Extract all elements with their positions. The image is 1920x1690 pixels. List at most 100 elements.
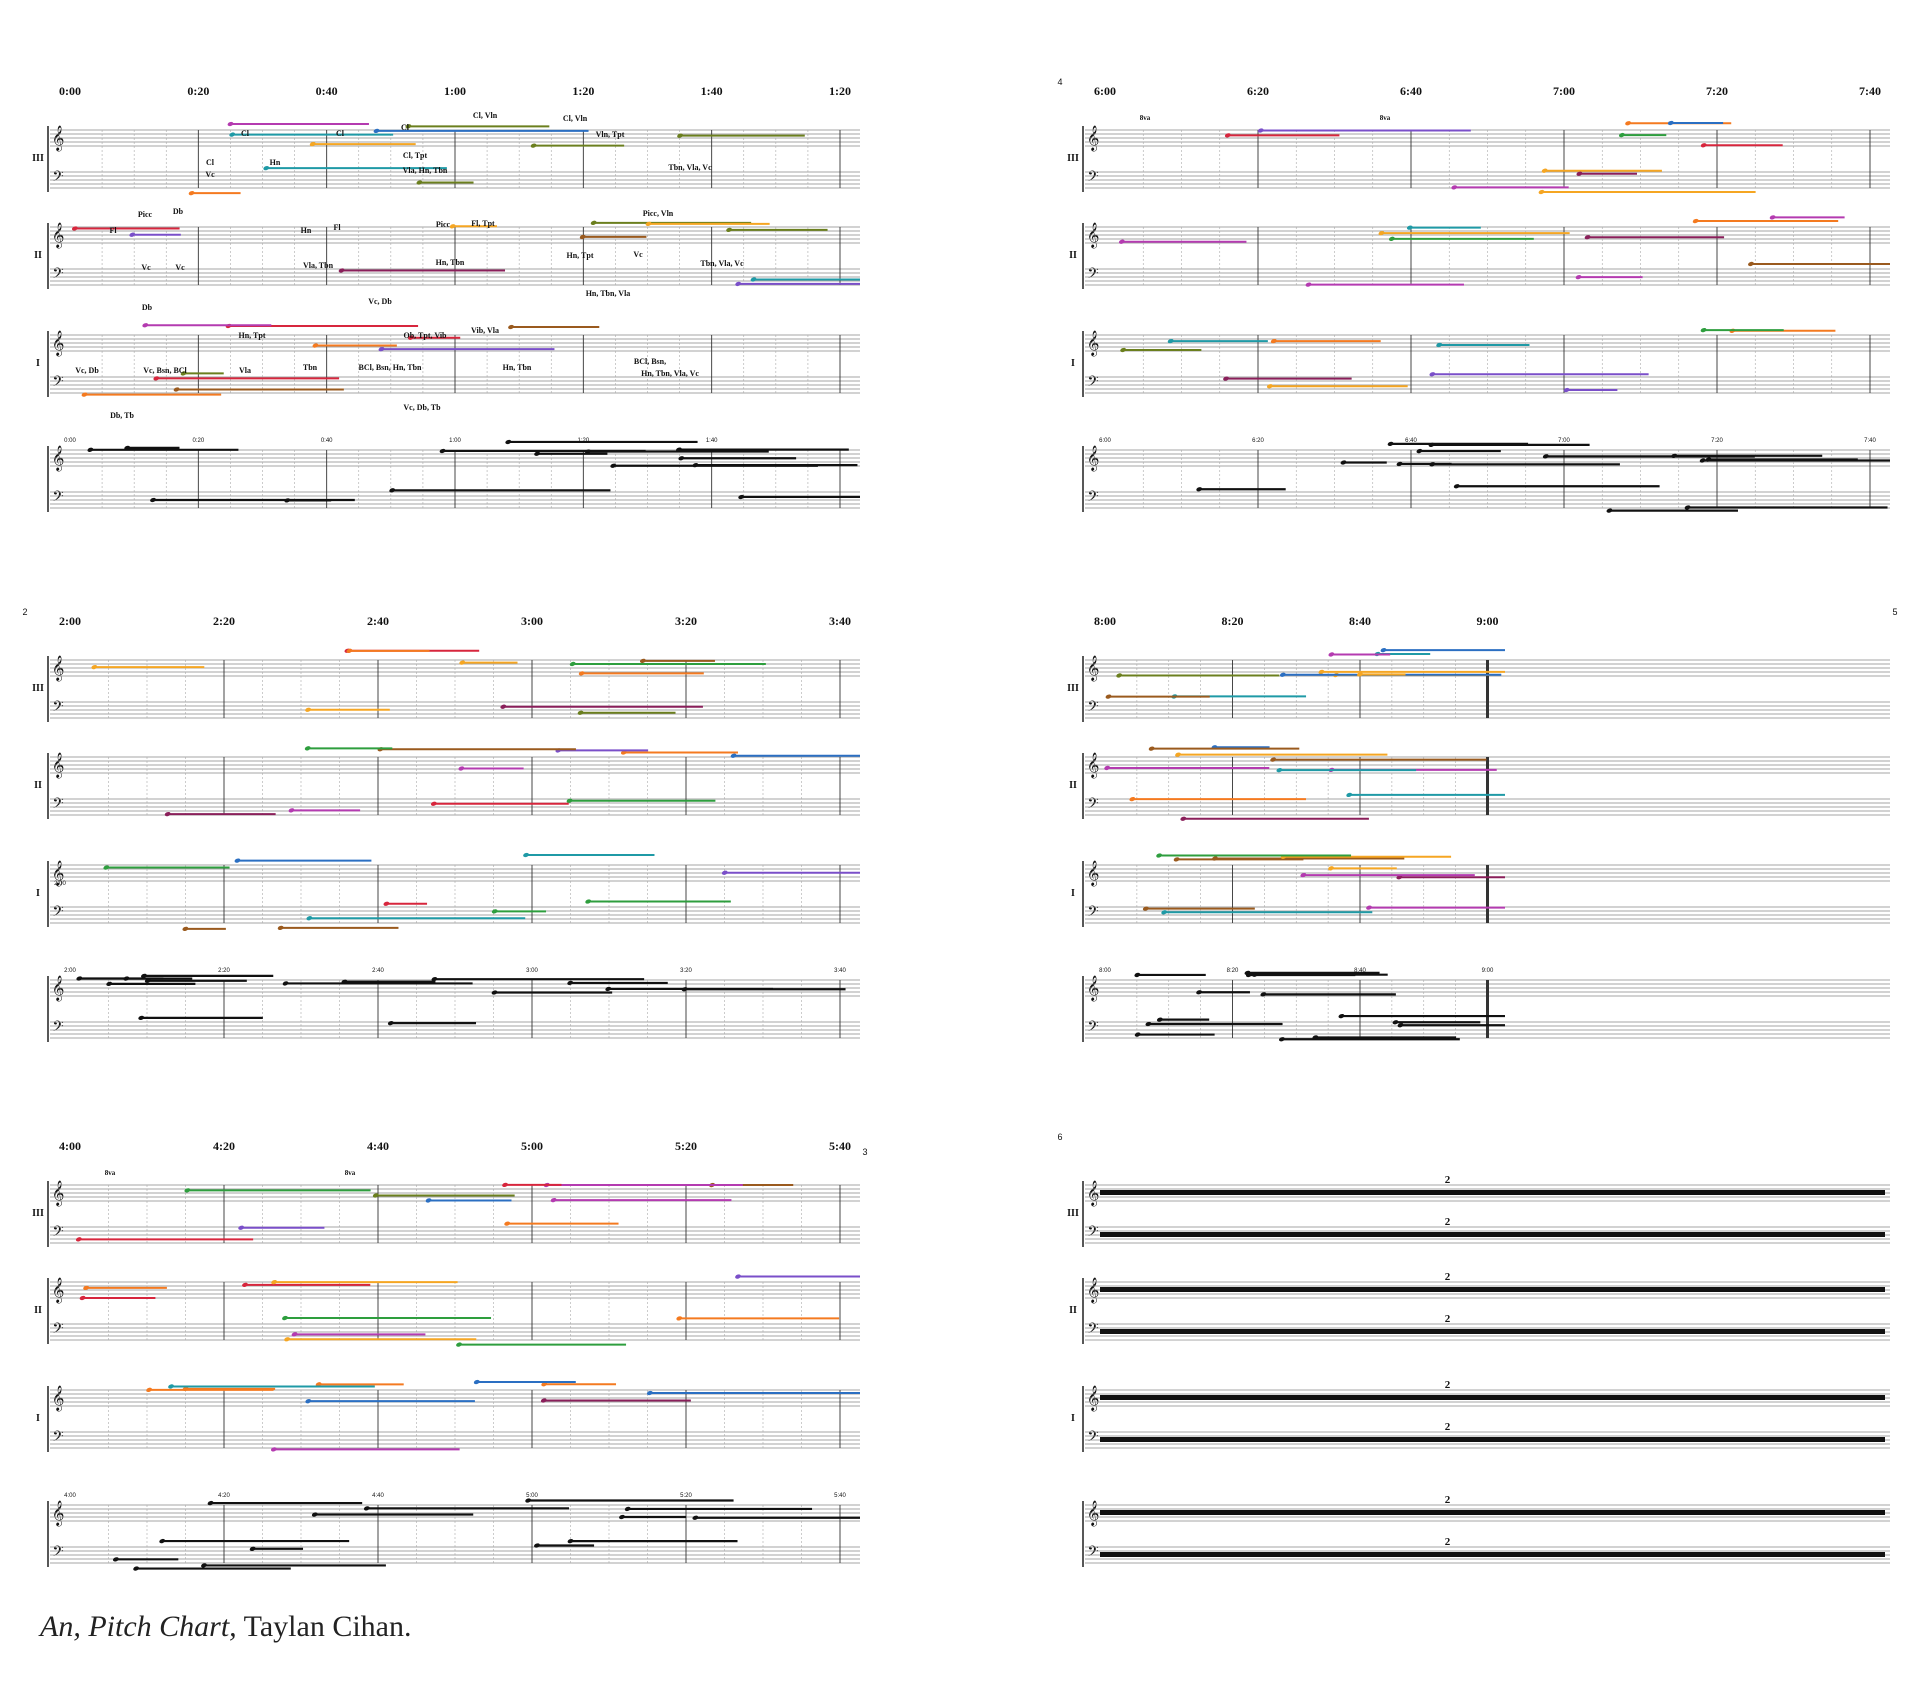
notehead-icon bbox=[458, 766, 465, 771]
notehead-icon bbox=[1266, 384, 1273, 389]
notehead-icon bbox=[159, 1538, 166, 1544]
time-label: 4:00 bbox=[59, 1139, 81, 1153]
ottava-label: 8va bbox=[1380, 114, 1391, 122]
notehead-icon bbox=[1328, 866, 1334, 871]
notehead-icon bbox=[675, 447, 682, 452]
rest-count-label: 2 bbox=[1445, 1271, 1451, 1283]
notehead-icon bbox=[1167, 338, 1174, 344]
time-label: 5:00 bbox=[521, 1139, 543, 1153]
page-number: 5 bbox=[1892, 607, 1897, 617]
bass-clef-icon: 𝄢 bbox=[52, 1428, 64, 1448]
reduction-time-label: 9:00 bbox=[1482, 968, 1494, 974]
notehead-icon bbox=[76, 976, 83, 981]
notehead-icon bbox=[590, 220, 597, 225]
bass-clef-icon: 𝄢 bbox=[1087, 1428, 1099, 1448]
reduction-time-label: 2:00 bbox=[64, 968, 76, 974]
notehead-icon bbox=[144, 978, 151, 983]
reduction-time-label: 0:00 bbox=[64, 438, 76, 444]
instrument-label: Vla, Hn, Tbn bbox=[403, 166, 448, 175]
notehead-icon bbox=[1145, 1021, 1152, 1027]
notehead-icon bbox=[1392, 1020, 1399, 1025]
instrument-label: BCl, Bsn, bbox=[634, 357, 666, 366]
notehead-icon bbox=[87, 447, 94, 452]
system-label: II bbox=[34, 250, 42, 261]
rest-count-label: 2 bbox=[1445, 1313, 1451, 1325]
notehead-icon bbox=[387, 1021, 394, 1026]
notehead-icon bbox=[491, 990, 498, 995]
multi-rest-bar bbox=[1100, 1287, 1885, 1292]
time-label: 3:20 bbox=[675, 614, 697, 628]
instrument-label: Hn bbox=[301, 226, 312, 235]
notehead-icon bbox=[676, 1316, 683, 1321]
notehead-icon bbox=[1563, 387, 1570, 393]
time-label: 2:40 bbox=[367, 614, 389, 628]
notehead-icon bbox=[1312, 1035, 1319, 1040]
notehead-icon bbox=[579, 234, 586, 240]
notehead-icon bbox=[291, 1332, 298, 1337]
notehead-icon bbox=[173, 387, 180, 392]
instrument-label: Vln, Tpt bbox=[596, 130, 625, 139]
notehead-icon bbox=[502, 1182, 508, 1188]
reduction-time-label: 6:20 bbox=[1252, 438, 1264, 444]
ottava-label: 8va bbox=[105, 1169, 116, 1177]
notehead-icon bbox=[164, 811, 171, 817]
reduction-time-label: 7:40 bbox=[1864, 438, 1876, 444]
bass-clef-icon: 𝄢 bbox=[52, 1223, 64, 1243]
notehead-icon bbox=[1378, 231, 1385, 236]
instrument-label: Db bbox=[173, 207, 184, 216]
multi-rest-bar bbox=[1100, 1552, 1885, 1557]
reduction-time-label: 2:40 bbox=[372, 968, 384, 974]
notehead-icon bbox=[508, 324, 514, 330]
notehead-icon bbox=[578, 671, 585, 676]
notehead-icon bbox=[726, 227, 732, 233]
instrument-label: Vc, Db bbox=[75, 366, 99, 375]
reduction-time-label: 0:20 bbox=[192, 438, 204, 444]
notehead-icon bbox=[525, 1498, 532, 1503]
instrument-label: Vc bbox=[141, 263, 151, 272]
notehead-icon bbox=[141, 973, 147, 978]
time-label: 4:40 bbox=[367, 1139, 389, 1153]
reduction-time-label: 4:20 bbox=[218, 1493, 230, 1499]
reduction-time-label: 6:00 bbox=[1099, 438, 1111, 444]
instrument-label: Hn, Tpt bbox=[239, 331, 266, 340]
notehead-icon bbox=[71, 226, 78, 231]
notehead-icon bbox=[112, 1557, 119, 1562]
instrument-label: Vla bbox=[239, 366, 251, 375]
time-label: 2:00 bbox=[59, 614, 81, 628]
notehead-icon bbox=[1541, 168, 1548, 173]
notehead-icon bbox=[1196, 487, 1203, 492]
instrument-label: Vc bbox=[205, 170, 215, 179]
caption-title: An, Pitch Chart, bbox=[40, 1610, 237, 1643]
notehead-icon bbox=[1357, 672, 1363, 677]
instrument-label: Cl bbox=[336, 129, 345, 138]
system-label: II bbox=[1069, 1305, 1077, 1316]
notehead-icon bbox=[534, 451, 540, 456]
instrument-label: Fl, Tpt bbox=[471, 219, 495, 228]
notehead-icon bbox=[201, 1563, 207, 1568]
system-label: III bbox=[1067, 683, 1079, 694]
bass-clef-icon: 𝄢 bbox=[52, 698, 64, 718]
notehead-icon bbox=[153, 376, 160, 381]
notehead-icon bbox=[1270, 757, 1277, 762]
instrument-label: Vc bbox=[633, 250, 643, 259]
notehead-icon bbox=[1134, 1032, 1141, 1037]
bass-clef-icon: 𝄢 bbox=[52, 373, 64, 393]
system-label: III bbox=[32, 1208, 44, 1219]
instrument-label: Picc bbox=[138, 210, 153, 219]
notehead-icon bbox=[504, 1221, 511, 1226]
reduction-time-label: 4:00 bbox=[64, 1493, 76, 1499]
notehead-icon bbox=[567, 1539, 574, 1544]
notehead-icon bbox=[1429, 462, 1436, 467]
notehead-icon bbox=[1318, 669, 1325, 675]
bass-clef-icon: 𝄢 bbox=[52, 168, 64, 188]
notehead-icon bbox=[184, 1188, 191, 1193]
notehead-icon bbox=[168, 1384, 174, 1389]
notehead-icon bbox=[1129, 796, 1136, 802]
notehead-icon bbox=[1625, 121, 1631, 126]
notehead-icon bbox=[491, 909, 498, 914]
time-label: 8:40 bbox=[1349, 614, 1371, 628]
bass-clef-icon: 𝄢 bbox=[1087, 265, 1099, 285]
rest-count-label: 2 bbox=[1445, 1379, 1451, 1391]
notehead-icon bbox=[207, 1500, 214, 1506]
notehead-icon bbox=[227, 121, 234, 127]
